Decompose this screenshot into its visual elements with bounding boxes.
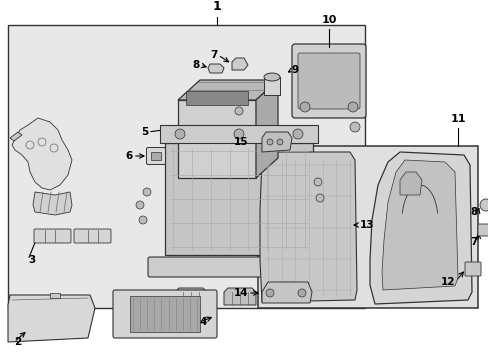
Polygon shape — [262, 132, 291, 152]
Bar — [151, 152, 161, 160]
Polygon shape — [256, 80, 278, 178]
Polygon shape — [262, 282, 311, 303]
Circle shape — [266, 139, 272, 145]
FancyBboxPatch shape — [34, 229, 71, 243]
Circle shape — [313, 178, 321, 186]
Polygon shape — [8, 295, 95, 342]
Circle shape — [276, 139, 283, 145]
Text: 2: 2 — [14, 337, 21, 347]
Bar — [258, 146, 477, 308]
Polygon shape — [12, 118, 72, 190]
FancyBboxPatch shape — [74, 229, 111, 243]
Polygon shape — [224, 288, 256, 305]
Polygon shape — [207, 64, 224, 73]
FancyBboxPatch shape — [297, 53, 359, 109]
Text: 7: 7 — [469, 237, 477, 247]
Text: 14: 14 — [233, 288, 247, 298]
Circle shape — [347, 102, 357, 112]
Bar — [8, 25, 364, 308]
Circle shape — [265, 289, 273, 297]
Circle shape — [234, 129, 244, 139]
Polygon shape — [260, 152, 356, 302]
Text: 12: 12 — [440, 277, 454, 287]
Text: 15: 15 — [233, 137, 247, 147]
FancyBboxPatch shape — [113, 290, 217, 338]
FancyBboxPatch shape — [148, 257, 329, 277]
Circle shape — [235, 107, 243, 115]
Circle shape — [315, 194, 324, 202]
Text: 6: 6 — [125, 151, 133, 161]
Text: 11: 11 — [449, 114, 465, 124]
Polygon shape — [231, 58, 247, 70]
Text: 7: 7 — [210, 50, 218, 60]
Text: 8: 8 — [470, 207, 477, 217]
Text: 5: 5 — [141, 127, 148, 137]
FancyBboxPatch shape — [477, 224, 488, 236]
Circle shape — [175, 129, 184, 139]
FancyBboxPatch shape — [146, 148, 165, 165]
Bar — [160, 125, 317, 143]
Circle shape — [299, 102, 309, 112]
Polygon shape — [175, 288, 206, 305]
Text: 8: 8 — [192, 60, 200, 70]
Polygon shape — [399, 172, 421, 195]
Circle shape — [297, 289, 305, 297]
Text: 13: 13 — [359, 220, 374, 230]
Bar — [50, 293, 60, 298]
Bar — [178, 100, 256, 178]
Ellipse shape — [264, 73, 280, 81]
Polygon shape — [369, 152, 471, 304]
Circle shape — [479, 199, 488, 211]
Text: 10: 10 — [321, 15, 336, 25]
Bar — [185, 91, 247, 105]
Circle shape — [142, 188, 151, 196]
Text: 3: 3 — [28, 255, 35, 265]
Polygon shape — [178, 80, 278, 100]
Circle shape — [136, 201, 143, 209]
Polygon shape — [381, 160, 457, 290]
Bar — [264, 77, 280, 95]
Circle shape — [349, 122, 359, 132]
Text: 1: 1 — [212, 0, 221, 13]
Circle shape — [139, 216, 147, 224]
Bar — [130, 296, 200, 332]
Polygon shape — [10, 132, 22, 141]
Text: 9: 9 — [291, 65, 299, 75]
FancyBboxPatch shape — [464, 262, 480, 276]
Polygon shape — [33, 192, 72, 215]
FancyBboxPatch shape — [291, 44, 365, 118]
Circle shape — [292, 129, 303, 139]
Text: 4: 4 — [200, 317, 207, 327]
Bar — [164, 143, 312, 255]
